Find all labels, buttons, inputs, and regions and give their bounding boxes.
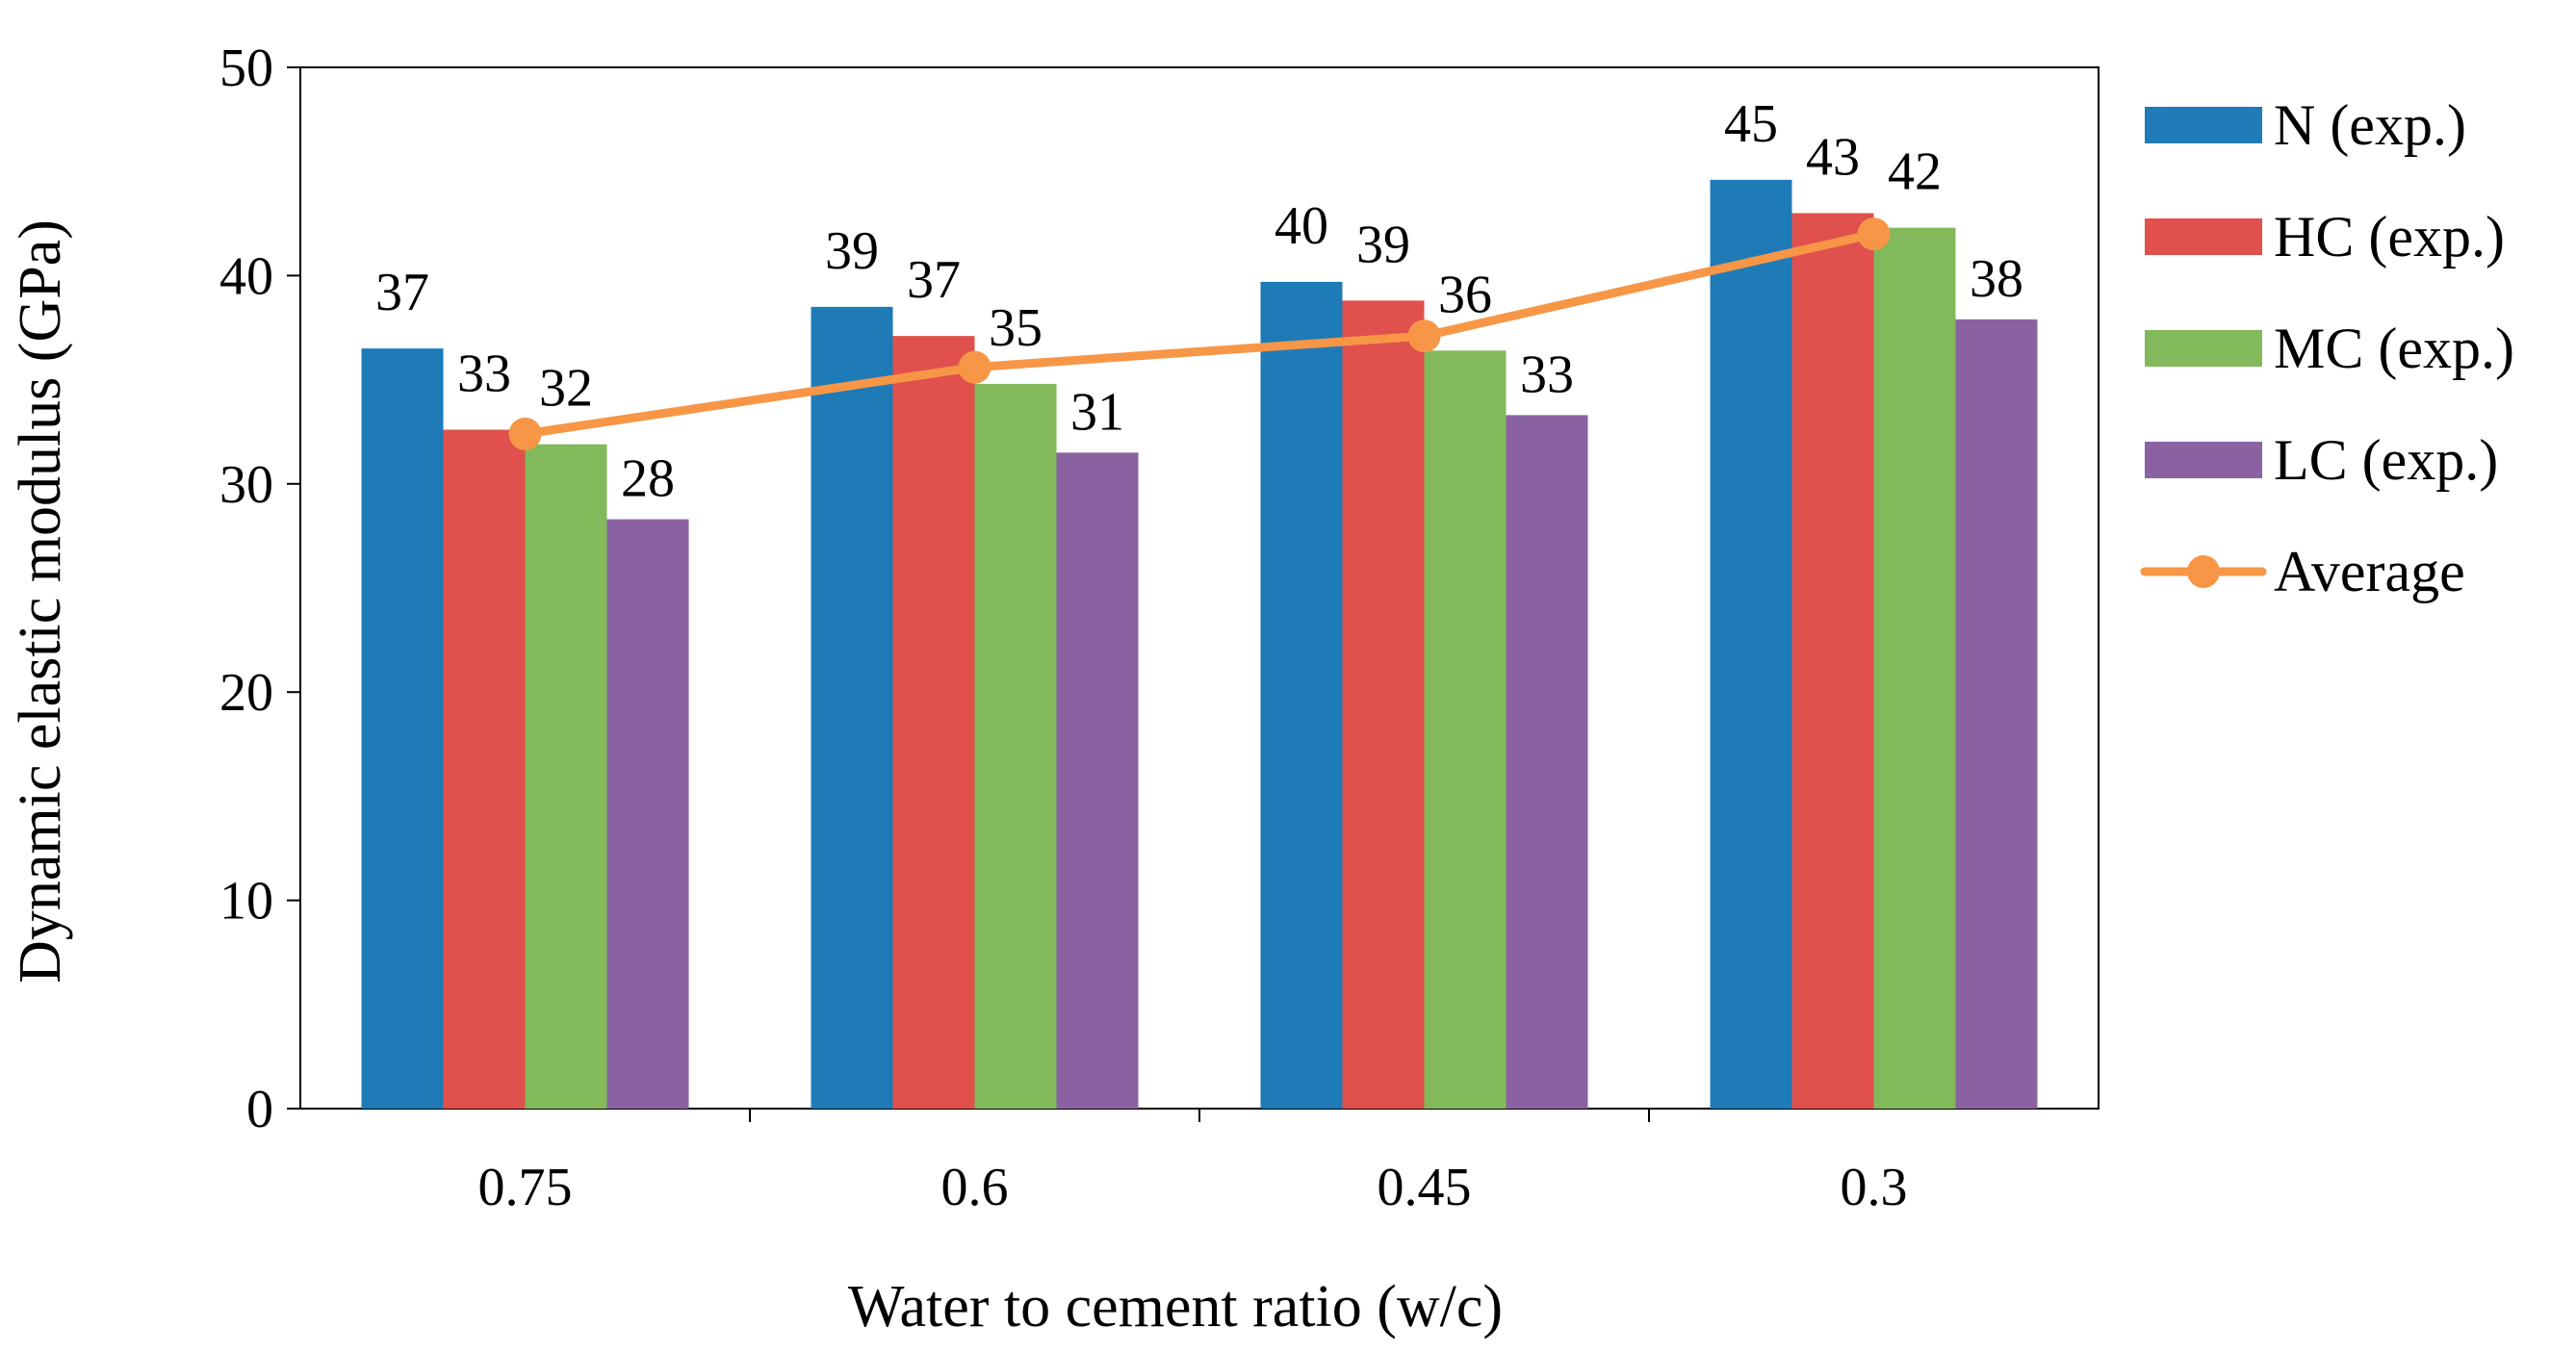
y-tick-label: 50 [219,38,273,98]
average-marker [1857,217,1891,251]
data-label: 40 [1275,196,1328,256]
data-label: 28 [621,449,675,509]
data-label: 33 [457,345,511,404]
bar [1260,281,1343,1110]
y-tick-label: 10 [219,872,273,932]
data-label: 37 [907,250,961,310]
data-label: 39 [825,221,879,281]
legend: N (exp.) HC (exp.) MC (exp.) LC (exp.) Avera… [2140,93,2514,603]
bar [974,383,1057,1110]
x-tick-label: 0.6 [941,1158,1009,1217]
bar [1710,179,1792,1109]
legend-label: LC (exp.) [2274,428,2498,492]
data-label: 42 [1888,142,1942,202]
x-tick-label: 0.45 [1378,1158,1472,1217]
data-label: 36 [1438,265,1492,324]
data-label: 33 [1520,345,1574,404]
legend-swatch [2145,107,2262,143]
data-label: 38 [1970,249,2023,309]
x-axis-title: Water to cement ratio (w/c) [848,1274,1503,1340]
average-marker [958,350,992,384]
data-label: 39 [1356,215,1410,274]
bar [1424,350,1507,1110]
average-marker [508,417,542,450]
legend-swatch [2145,218,2262,255]
legend-label: MC (exp.) [2274,317,2514,380]
average-line [521,229,1878,439]
plot-area: 0 10 20 30 40 50 0.75 0.6 0.45 0.3 37 39 40 45 33 37 39 4… [219,38,2099,1217]
x-tick-label: 0.3 [1841,1158,1908,1217]
x-tick-label: 0.75 [478,1158,573,1217]
bar [361,348,444,1109]
bar [1056,452,1139,1110]
legend-label: N (exp.) [2274,93,2466,157]
data-label: 31 [1070,382,1124,442]
bar [443,429,526,1109]
data-label: 45 [1724,94,1778,154]
bar [525,444,607,1110]
bar [1342,300,1425,1109]
bar [606,519,689,1109]
data-label: 37 [375,263,429,322]
bar [892,336,975,1109]
average-marker [1407,319,1441,353]
y-tick-label: 40 [219,246,273,306]
data-label: 43 [1806,127,1860,187]
y-tick-label: 30 [219,455,273,515]
y-tick-label: 20 [219,663,273,723]
legend-swatch [2145,330,2262,367]
bar [1873,227,1956,1110]
y-axis-title: Dynamic elastic modulus (GPa) [8,219,73,984]
legend-label: Average [2274,540,2465,603]
y-tick-label: 0 [246,1080,273,1139]
legend-line-marker [2187,555,2220,588]
bar [1506,415,1588,1109]
bar [1791,213,1874,1110]
data-label: 32 [539,359,593,419]
data-label: 35 [989,298,1043,358]
bar [811,306,893,1109]
legend-label: HC (exp.) [2274,205,2505,268]
legend-swatch [2145,442,2262,478]
bar [1955,319,2038,1109]
